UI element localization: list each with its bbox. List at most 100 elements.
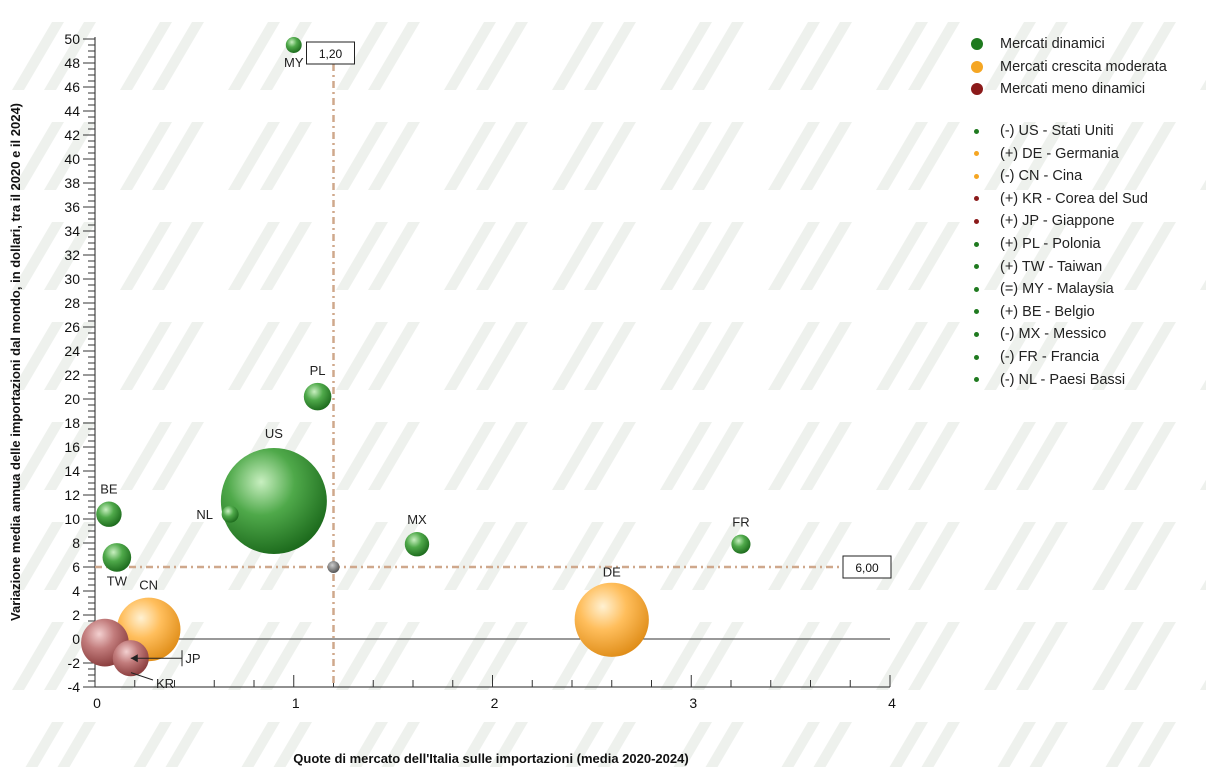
x-axis-title: Quote di mercato dell'Italia sulle impor… xyxy=(293,751,688,766)
legend-swatch xyxy=(974,377,979,383)
y-tick-label: 0 xyxy=(72,631,80,647)
legend-group-label: Mercati meno dinamici xyxy=(1000,81,1146,98)
y-tick-label: 50 xyxy=(64,31,80,47)
bubble-nl xyxy=(221,505,239,523)
y-tick-label: 18 xyxy=(64,415,80,431)
y-tick-label: 24 xyxy=(64,343,80,359)
y-tick-label: 26 xyxy=(64,319,80,335)
y-tick-label: 14 xyxy=(64,463,80,479)
bubble-label-be: BE xyxy=(100,481,118,496)
legend-country-label: (-) FR - Francia xyxy=(1000,349,1100,366)
legend-swatch xyxy=(974,309,979,315)
y-tick-label: 4 xyxy=(72,583,80,599)
y-tick-label: 8 xyxy=(72,535,80,551)
bubble-pl xyxy=(303,382,332,411)
legend-country-label: (-) CN - Cina xyxy=(1000,168,1083,185)
y-tick-label: 36 xyxy=(64,199,80,215)
bubble-tw xyxy=(102,543,132,572)
legend-country-label: (+) PL - Polonia xyxy=(1000,236,1101,253)
legend-swatch xyxy=(974,286,979,292)
reference-label-box-x xyxy=(306,41,355,65)
legend-country-label: (-) MX - Messico xyxy=(1000,326,1107,343)
legend-group-label: Mercati crescita moderata xyxy=(1000,58,1167,75)
legend-country-item: (+) JP - Giappone xyxy=(970,210,1206,233)
bubble-label-nl: NL xyxy=(196,507,213,522)
legend-country-item: (+) DE - Germania xyxy=(970,142,1206,165)
reference-label-y: 6,00 xyxy=(855,561,879,575)
legend-country-item: (-) NL - Paesi Bassi xyxy=(970,368,1206,391)
label-leader-kr xyxy=(130,672,154,681)
legend-country-item: (=) MY - Malaysia xyxy=(970,278,1206,301)
legend-country-label: (=) MY - Malaysia xyxy=(1000,281,1114,298)
label-arrow-jp xyxy=(130,654,138,663)
legend-country-label: (+) DE - Germania xyxy=(1000,145,1119,162)
legend-swatch xyxy=(974,354,979,360)
legend-swatch xyxy=(971,38,983,51)
y-tick-label: 16 xyxy=(64,439,80,455)
y-tick-label: -4 xyxy=(68,679,81,695)
bubble-us xyxy=(220,448,327,554)
x-tick-label: 0 xyxy=(93,695,101,711)
legend-countries: (-) US - Stati Uniti (+) DE - Germania (-)… xyxy=(970,120,1206,391)
bubble-label-cn: CN xyxy=(139,578,158,593)
legend-country-item: (+) KR - Corea del Sud xyxy=(970,188,1206,211)
bubble-label-fr: FR xyxy=(732,515,749,530)
y-tick-label: 34 xyxy=(64,223,80,239)
legend-swatch xyxy=(974,331,979,337)
legend-country-item: (+) PL - Polonia xyxy=(970,233,1206,256)
y-tick-label: 48 xyxy=(64,55,80,71)
legend-swatch xyxy=(974,196,979,202)
y-tick-label: 40 xyxy=(64,151,80,167)
bubble-label-my: MY xyxy=(284,55,304,70)
legend-country-item: (-) CN - Cina xyxy=(970,165,1206,188)
legend-swatch xyxy=(971,60,983,73)
x-tick-label: 2 xyxy=(491,695,499,711)
legend-group-item: Mercati dinamici xyxy=(970,33,1206,56)
bubble-mx xyxy=(404,532,430,557)
legend-swatch xyxy=(974,218,979,224)
bubble-label-de: DE xyxy=(603,565,621,580)
legend-country-label: (+) JP - Giappone xyxy=(1000,213,1115,230)
bubble-label-kr: KR xyxy=(156,676,174,691)
legend-country-label: (+) KR - Corea del Sud xyxy=(1000,190,1148,207)
reference-label-x: 1,20 xyxy=(319,47,343,61)
x-tick-label: 1 xyxy=(292,695,300,711)
y-tick-label: 12 xyxy=(64,487,80,503)
chart-bubbles xyxy=(81,37,751,677)
legend-groups: Mercati dinamici Mercati crescita moderat… xyxy=(970,33,1206,101)
y-tick-label: 44 xyxy=(64,103,80,119)
y-tick-label: 32 xyxy=(64,247,80,263)
x-tick-label: 3 xyxy=(689,695,697,711)
y-tick-label: 22 xyxy=(64,367,80,383)
x-tick-label: 4 xyxy=(888,695,896,711)
reference-lines: 1,20 6,00 xyxy=(95,41,892,687)
y-tick-label: 28 xyxy=(64,295,80,311)
legend-country-label: (+) TW - Taiwan xyxy=(1000,258,1103,275)
legend-country-item: (-) US - Stati Uniti xyxy=(970,120,1206,143)
bubble-my xyxy=(285,37,302,53)
bubble-be xyxy=(96,501,122,527)
bubble-label-tw: TW xyxy=(107,574,128,589)
reference-label-box-y xyxy=(842,555,892,579)
y-axis-title: Variazione media annua delle importazion… xyxy=(8,103,23,621)
y-tick-label: 10 xyxy=(64,511,80,527)
legend-group-item: Mercati meno dinamici xyxy=(970,78,1206,101)
bubble-label-jp: JP xyxy=(185,651,200,666)
reference-intersection xyxy=(327,561,340,573)
bubble-label-pl: PL xyxy=(310,363,326,378)
legend-group-item: Mercati crescita moderata xyxy=(970,56,1206,79)
y-tick-label: 2 xyxy=(72,607,80,623)
legend-swatch xyxy=(974,151,979,157)
y-tick-label: 6 xyxy=(72,559,80,575)
legend-country-label: (-) NL - Paesi Bassi xyxy=(1000,371,1126,388)
legend-country-label: (+) BE - Belgio xyxy=(1000,303,1095,320)
y-tick-label: 46 xyxy=(64,79,80,95)
legend-swatch xyxy=(971,83,983,96)
legend-country-label: (-) US - Stati Uniti xyxy=(1000,123,1114,140)
legend-swatch xyxy=(974,173,979,179)
y-tick-label: 30 xyxy=(64,271,80,287)
legend-country-item: (-) MX - Messico xyxy=(970,323,1206,346)
legend-country-item: (+) BE - Belgio xyxy=(970,301,1206,324)
chart-axes: -4-2024681012141618202224262830323436384… xyxy=(64,31,896,711)
